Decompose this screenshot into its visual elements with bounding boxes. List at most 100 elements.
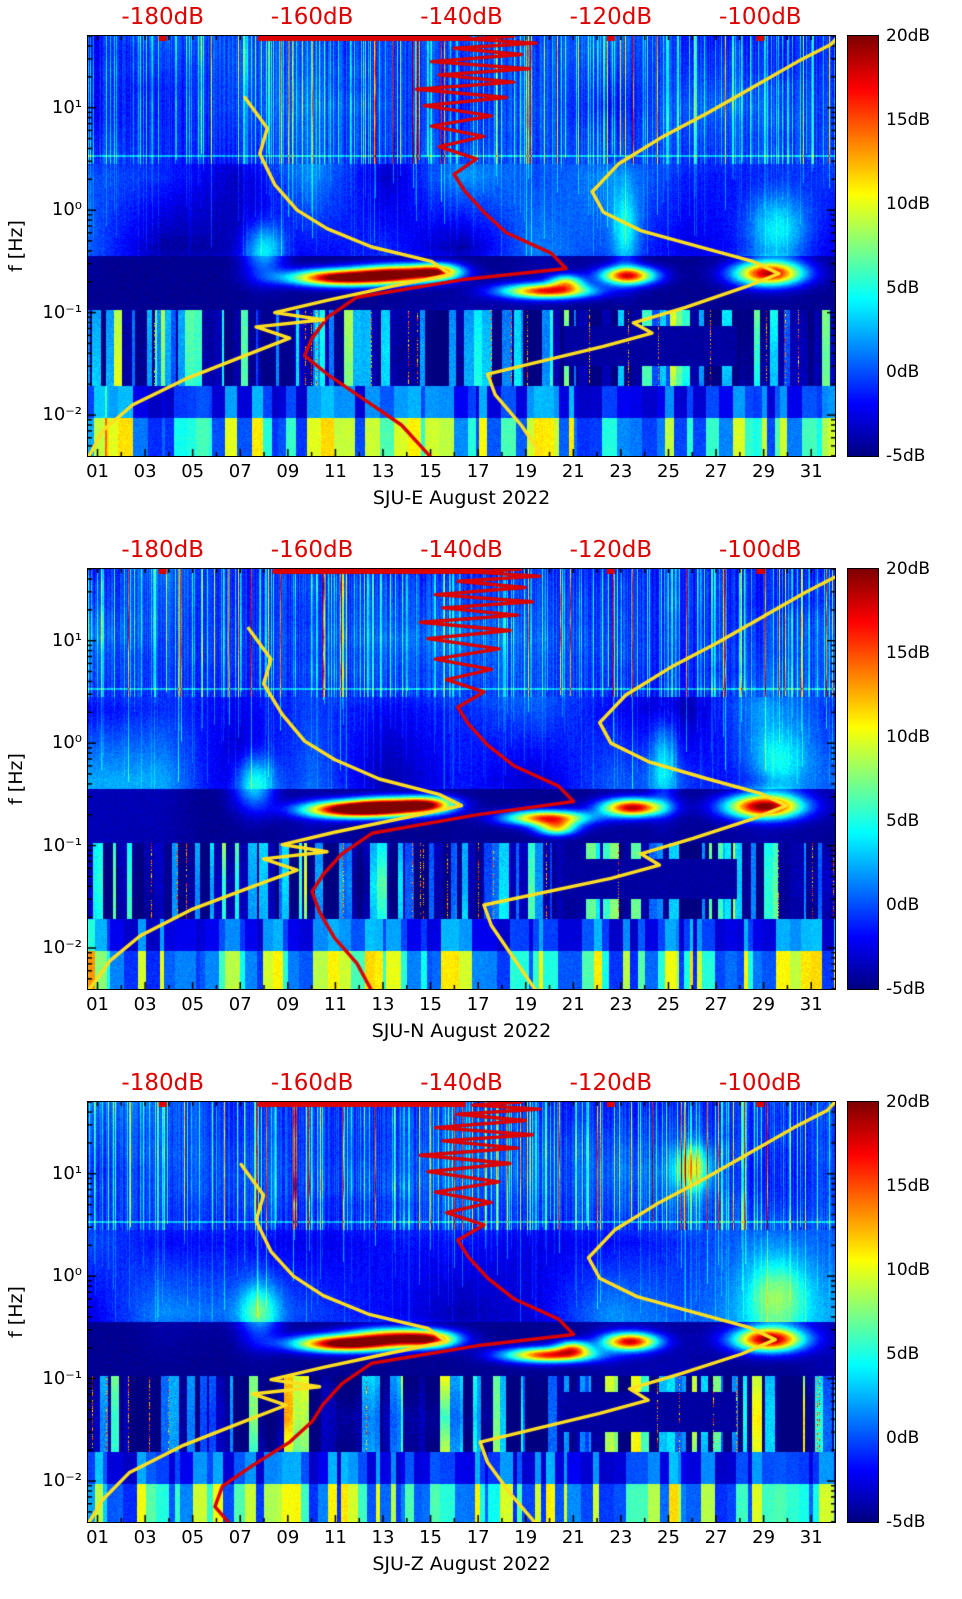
top-axis-label: -180dB — [121, 537, 204, 563]
y-axis-tick-label: 10⁰ — [51, 199, 82, 221]
spectrogram-canvas — [87, 568, 836, 990]
top-axis-label: -140dB — [420, 537, 503, 563]
x-axis-tick-label: 31 — [799, 461, 823, 482]
top-axis-label: -180dB — [121, 1070, 204, 1096]
top-axis-label: -180dB — [121, 4, 204, 30]
y-axis-tick-label: 10⁰ — [51, 732, 82, 754]
y-axis-tick-label: 10⁻² — [42, 937, 82, 959]
top-axis-label: -120dB — [569, 1070, 653, 1096]
colorbar-tick-label: 10dB — [886, 727, 931, 747]
colorbar-tick-label: 0dB — [886, 895, 920, 915]
x-axis-tick-label: 31 — [799, 1527, 823, 1548]
top-axis-label: -160dB — [270, 1070, 354, 1096]
colorbar-tick-label: 20dB — [886, 559, 931, 579]
x-axis-tick-label: 13 — [371, 1527, 395, 1548]
x-axis-tick-label: 09 — [276, 1527, 300, 1548]
x-axis-title: SJU-Z August 2022 — [372, 1553, 551, 1575]
x-axis-tick-label: 29 — [752, 1527, 776, 1548]
top-axis-label: -160dB — [270, 537, 354, 563]
x-axis-tick-label: 23 — [609, 994, 633, 1015]
top-axis-label: -120dB — [569, 537, 653, 563]
x-axis-tick-label: 23 — [609, 461, 633, 482]
x-axis-title: SJU-N August 2022 — [371, 1020, 552, 1042]
x-axis-tick-label: 29 — [752, 994, 776, 1015]
panel-sju-z: -180dB -160dB -140dB -120dB -100dB 20dB 15dB 10… — [0, 1066, 962, 1599]
colorbar-tick-label: -5dB — [886, 1512, 926, 1532]
top-axis-label: -120dB — [569, 4, 653, 30]
colorbar-tick-label: 15dB — [886, 110, 931, 130]
x-axis-tick-label: 21 — [561, 994, 585, 1015]
x-axis-tick-label: 13 — [371, 461, 395, 482]
top-axis-label: -100dB — [719, 4, 802, 30]
colorbar — [847, 568, 879, 990]
x-axis-tick-label: 17 — [466, 1527, 490, 1548]
x-axis-tick-label: 27 — [704, 1527, 728, 1548]
x-axis-tick-label: 11 — [323, 461, 347, 482]
x-axis-tick-label: 19 — [514, 1527, 538, 1548]
x-axis-tick-label: 21 — [561, 1527, 585, 1548]
top-axis-label: -140dB — [420, 4, 503, 30]
x-axis-tick-label: 13 — [371, 994, 395, 1015]
colorbar-tick-label: 10dB — [886, 194, 931, 214]
x-axis-tick-label: 09 — [276, 461, 300, 482]
y-axis-tick-label: 10¹ — [51, 1162, 82, 1184]
y-axis-tick-label: 10⁻¹ — [42, 834, 82, 856]
x-axis-tick-label: 03 — [133, 994, 157, 1015]
y-axis-label: f [Hz] — [5, 1286, 27, 1338]
x-axis-tick-label: 01 — [86, 461, 109, 482]
colorbar-tick-label: 10dB — [886, 1260, 931, 1280]
x-axis-tick-label: 07 — [228, 994, 252, 1015]
x-axis-tick-label: 31 — [799, 994, 823, 1015]
x-axis-tick-label: 17 — [466, 994, 490, 1015]
y-axis-tick-label: 10⁻² — [42, 404, 82, 426]
colorbar-tick-label: 0dB — [886, 362, 920, 382]
x-axis-tick-label: 25 — [657, 1527, 680, 1548]
top-axis-label: -160dB — [270, 4, 354, 30]
x-axis-tick-label: 15 — [419, 994, 443, 1015]
y-axis-tick-label: 10¹ — [51, 629, 82, 651]
colorbar-tick-label: 20dB — [886, 1092, 931, 1112]
y-axis-tick-label: 10⁰ — [51, 1265, 82, 1287]
x-axis-tick-label: 07 — [228, 461, 252, 482]
y-axis-tick-label: 10⁻¹ — [42, 1367, 82, 1389]
y-axis-tick-label: 10¹ — [51, 96, 82, 118]
panel-sju-n: -180dB -160dB -140dB -120dB -100dB 20dB 15dB 10… — [0, 533, 962, 1066]
x-axis-tick-label: 21 — [561, 461, 585, 482]
x-axis-tick-label: 03 — [133, 1527, 157, 1548]
x-axis-tick-label: 11 — [323, 1527, 347, 1548]
x-axis-tick-label: 05 — [181, 1527, 205, 1548]
colorbar — [847, 1101, 879, 1523]
x-axis-tick-label: 27 — [704, 994, 728, 1015]
top-axis-label: -100dB — [719, 1070, 802, 1096]
top-axis-label: -100dB — [719, 537, 802, 563]
colorbar-tick-label: 20dB — [886, 26, 931, 46]
y-axis-tick-label: 10⁻¹ — [42, 301, 82, 323]
colorbar-tick-label: -5dB — [886, 446, 926, 466]
spectrogram-canvas — [87, 1101, 836, 1523]
colorbar-tick-label: 15dB — [886, 1176, 931, 1196]
x-axis-tick-label: 07 — [228, 1527, 252, 1548]
y-axis-label: f [Hz] — [5, 753, 27, 805]
colorbar-tick-label: 15dB — [886, 643, 931, 663]
x-axis-tick-label: 29 — [752, 461, 776, 482]
x-axis-tick-label: 25 — [657, 994, 680, 1015]
x-axis-tick-label: 15 — [419, 1527, 443, 1548]
x-axis-tick-label: 05 — [181, 461, 205, 482]
x-axis-tick-label: 15 — [419, 461, 443, 482]
x-axis-tick-label: 01 — [86, 994, 109, 1015]
panel-sju-e: -180dB -160dB -140dB -120dB -100dB 20dB 15dB 10… — [0, 0, 962, 533]
colorbar-tick-label: 5dB — [886, 811, 920, 831]
spectrogram-canvas — [87, 35, 836, 457]
x-axis-title: SJU-E August 2022 — [372, 487, 551, 509]
x-axis-tick-label: 19 — [514, 994, 538, 1015]
colorbar-tick-label: -5dB — [886, 979, 926, 999]
x-axis-tick-label: 01 — [86, 1527, 109, 1548]
x-axis-tick-label: 05 — [181, 994, 205, 1015]
x-axis-tick-label: 25 — [657, 461, 680, 482]
x-axis-tick-label: 27 — [704, 461, 728, 482]
colorbar-tick-label: 5dB — [886, 278, 920, 298]
x-axis-tick-label: 19 — [514, 461, 538, 482]
x-axis-tick-label: 17 — [466, 461, 490, 482]
colorbar-tick-label: 5dB — [886, 1344, 920, 1364]
